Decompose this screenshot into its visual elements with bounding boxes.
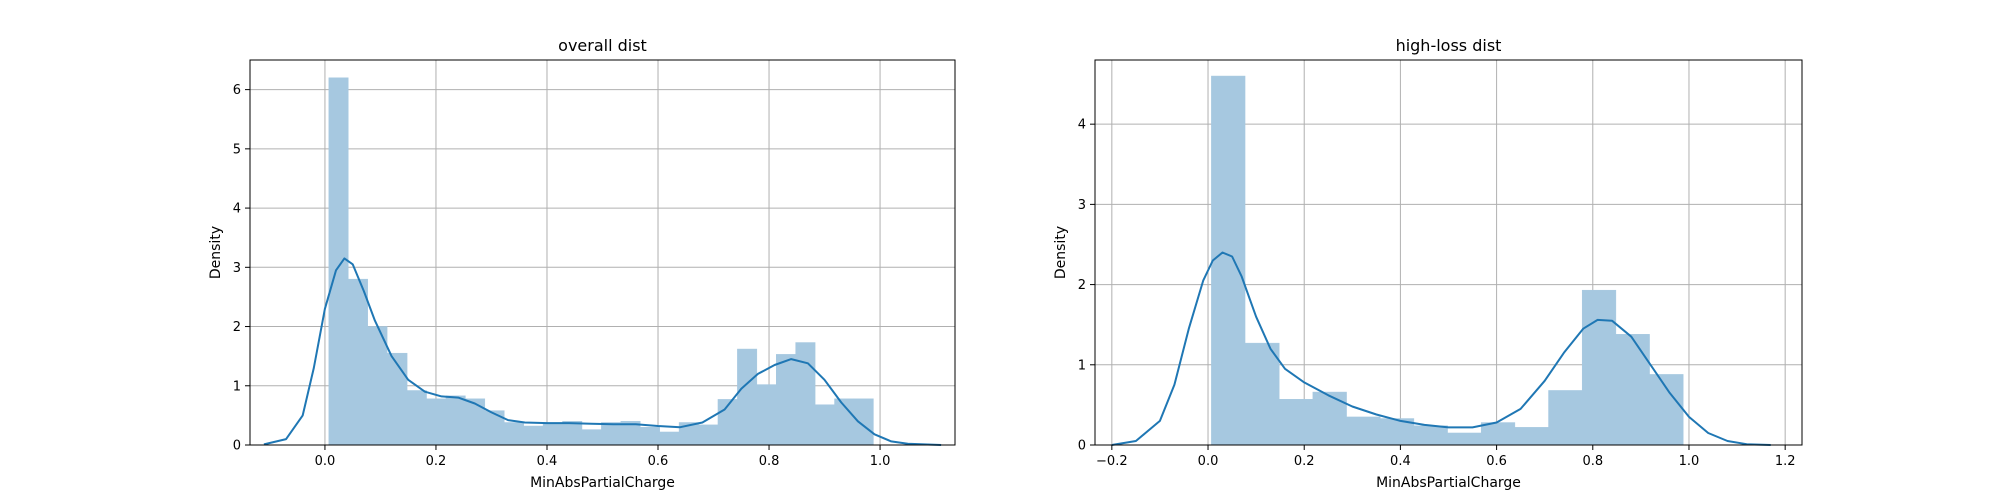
x-tick-label: 0.4 [1390, 454, 1411, 469]
histogram-bar [737, 348, 758, 446]
histogram-bar [426, 398, 447, 446]
x-tick-label: 0.8 [1582, 454, 1603, 469]
chart-title: high-loss dist [1396, 36, 1502, 55]
histogram-bar [445, 395, 466, 446]
x-tick-label: 0.6 [648, 454, 669, 469]
histogram-bar [367, 326, 388, 446]
y-tick-label: 4 [1078, 118, 1086, 133]
histogram-bar [1581, 289, 1617, 446]
axes-frame [249, 59, 956, 446]
x-tick-label: −0.2 [1096, 454, 1128, 469]
histogram-bar [1244, 342, 1280, 446]
x-tick-label: 0.2 [1294, 454, 1315, 469]
histogram-bar [1548, 390, 1583, 446]
chart-panel-1: 0.0 0.2 0.4 0.6 0.8 1.0 0 1 2 3 4 5 6 overall dist Min… [208, 36, 956, 491]
chart-title: overall dist [558, 36, 647, 55]
x-tick-label: 0.2 [426, 454, 447, 469]
histogram-bar [581, 429, 602, 446]
histogram-bar [853, 398, 874, 446]
histogram-bar [1278, 399, 1314, 446]
chart-panel-2: −0.2 0.0 0.2 0.4 0.6 0.8 1.0 1.2 0 1 2 3 4 high-loss … [1053, 36, 1803, 491]
histogram-bar [698, 424, 719, 446]
histogram-bar [1615, 334, 1650, 446]
x-axis-label: MinAbsPartialCharge [530, 475, 675, 491]
x-tick-label: 0.0 [315, 454, 336, 469]
x-tick-label: 1.0 [870, 454, 891, 469]
y-axis-label: Density [208, 226, 224, 279]
kde-line [1111, 251, 1771, 446]
y-tick-label: 4 [233, 202, 241, 217]
x-tick-label: 0.8 [759, 454, 780, 469]
histogram-bar [776, 354, 796, 446]
histogram-bar [1346, 416, 1381, 446]
histogram-bar [639, 426, 660, 446]
histogram-bar [406, 390, 427, 446]
histogram-bar [795, 342, 816, 446]
histogram-bar [348, 278, 368, 446]
y-tick-label: 1 [233, 379, 241, 394]
histogram-bar [562, 421, 583, 446]
histogram-bar [542, 423, 563, 446]
axes-frame [1094, 59, 1803, 446]
histogram-bar [1514, 427, 1549, 446]
histogram-bar [1480, 422, 1516, 446]
histogram-bar [328, 77, 349, 446]
y-tick-label: 0 [233, 439, 241, 454]
histogram-bar [1211, 75, 1246, 446]
kde-line [263, 257, 942, 446]
y-tick-label: 3 [1078, 198, 1086, 213]
x-axis-label: MinAbsPartialCharge [1376, 475, 1521, 491]
y-tick-label: 2 [233, 320, 241, 335]
histogram-bar [503, 422, 524, 446]
histogram-bar [814, 404, 835, 446]
x-tick-label: 1.0 [1679, 454, 1700, 469]
x-tick-label: 1.2 [1775, 454, 1796, 469]
y-tick-label: 3 [233, 261, 241, 276]
x-tick-label: 0.0 [1198, 454, 1219, 469]
histogram-bar [1649, 374, 1684, 446]
x-tick-label: 0.6 [1486, 454, 1507, 469]
y-tick-label: 2 [1078, 278, 1086, 293]
histogram-bar [1447, 432, 1482, 446]
y-axis-label: Density [1053, 226, 1069, 279]
y-tick-label: 5 [233, 142, 241, 157]
y-tick-label: 6 [233, 83, 241, 98]
histogram-bar [659, 431, 680, 446]
histogram-bar [1413, 425, 1448, 446]
x-tick-label: 0.4 [537, 454, 558, 469]
histogram-bar [484, 410, 505, 446]
histogram-bar [756, 384, 777, 446]
histogram-bar [523, 425, 544, 446]
histogram-bar [1312, 391, 1347, 446]
histogram-bar [465, 398, 486, 446]
y-tick-label: 0 [1078, 439, 1086, 454]
histogram-bar [601, 422, 622, 446]
histogram-bar [386, 352, 408, 446]
y-tick-label: 1 [1078, 358, 1086, 373]
